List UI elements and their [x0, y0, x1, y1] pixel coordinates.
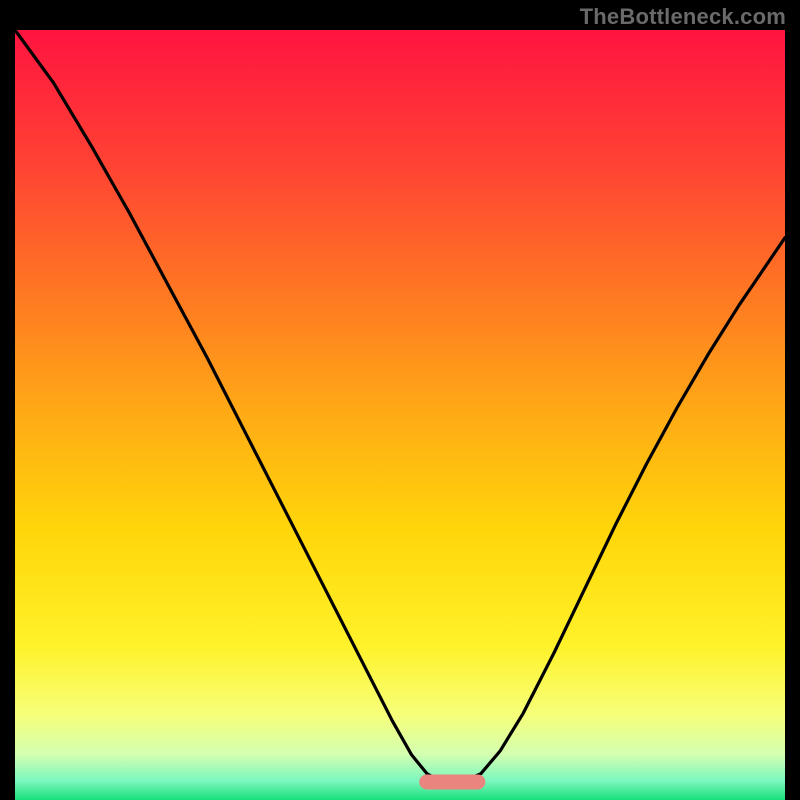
- watermark-text: TheBottleneck.com: [580, 4, 786, 30]
- bottleneck-curve: [15, 30, 785, 785]
- plot-area: [15, 30, 785, 785]
- optimal-marker: [420, 774, 485, 789]
